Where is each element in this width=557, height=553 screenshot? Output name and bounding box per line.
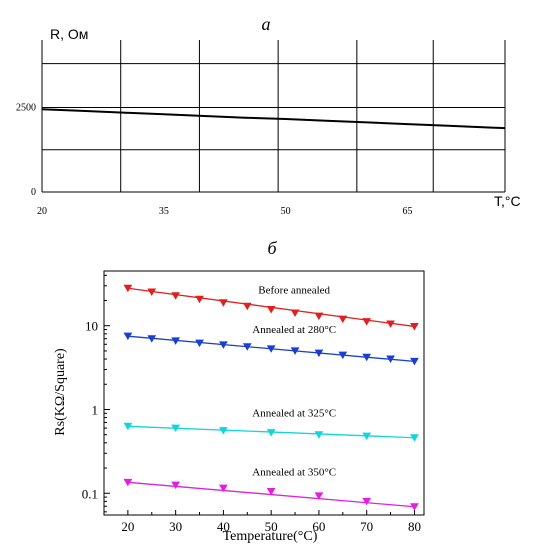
data-point <box>195 339 204 348</box>
data-point <box>219 299 228 307</box>
data-point <box>266 429 276 437</box>
data-point <box>171 424 181 433</box>
y-tick-label-b: 0.1 <box>82 486 98 501</box>
data-point <box>338 315 348 324</box>
data-point <box>410 434 419 442</box>
data-point <box>314 312 324 321</box>
series-line-a <box>41 108 506 130</box>
data-point <box>386 355 395 364</box>
data-point <box>410 357 419 366</box>
data-point <box>386 320 395 328</box>
y-axis-label-a: R, Ом <box>50 26 88 42</box>
y-tick-label-b: 1 <box>92 402 99 417</box>
tick-marks-b: 20 30 40 50 60 70 80 0.1 1 10 <box>82 274 421 534</box>
data-point <box>171 481 181 490</box>
chart-a: а R, Ом T,°C 20 35 50 65 0 2500 <box>16 14 521 217</box>
data-point <box>266 345 276 353</box>
data-point <box>266 487 276 496</box>
grid-a <box>41 40 506 193</box>
x-tick-label-b: 50 <box>265 519 278 534</box>
data-point <box>123 422 133 431</box>
data-point <box>362 432 372 441</box>
x-tick-label-b: 80 <box>408 519 421 534</box>
data-point <box>219 341 228 349</box>
data-point <box>147 335 157 343</box>
data-point <box>410 503 419 511</box>
x-tick-label-b: 30 <box>169 519 182 534</box>
x-tick-label-b: 20 <box>121 519 134 534</box>
data-point <box>314 349 324 358</box>
panel-b-label: б <box>267 238 277 258</box>
x-tick-label-a: 20 <box>37 206 47 217</box>
x-tick-label-b: 70 <box>360 519 373 534</box>
data-point <box>195 295 204 304</box>
data-point <box>123 284 133 293</box>
data-point <box>123 478 133 487</box>
data-point <box>171 337 181 345</box>
series-label: Annealed at 325°C <box>252 408 336 420</box>
x-tick-label-b: 40 <box>217 519 230 534</box>
data-point <box>266 306 276 314</box>
data-point <box>242 343 252 351</box>
data-point <box>219 484 228 493</box>
data-point <box>171 292 181 300</box>
series-labels-b: Before annealed Annealed at 280°C Annealed… <box>252 285 336 479</box>
x-axis-label-b: Temperature(°C) <box>223 529 318 544</box>
series-b <box>123 284 419 511</box>
series-label: Annealed at 280°C <box>252 324 336 336</box>
y-tick-label-b: 10 <box>85 319 98 334</box>
data-point <box>290 347 300 355</box>
y-tick-label-a: 2500 <box>16 103 36 114</box>
data-point <box>362 318 372 326</box>
data-point <box>219 427 228 435</box>
data-point <box>362 497 372 506</box>
data-point <box>314 431 324 439</box>
y-tick-label-a: 0 <box>31 187 36 198</box>
plot-frame-b <box>103 270 425 516</box>
series-label: Before annealed <box>258 285 330 297</box>
data-point <box>410 322 419 331</box>
tick-labels-a: 20 35 50 65 0 2500 <box>16 103 413 217</box>
x-axis-label-a: T,°C <box>494 193 521 209</box>
panel-a-label: а <box>262 14 271 34</box>
data-point <box>123 332 133 341</box>
data-point <box>338 351 348 360</box>
series-a <box>41 108 506 130</box>
x-tick-label-a: 50 <box>281 206 291 217</box>
series-label: Annealed at 350°C <box>252 466 336 478</box>
data-point <box>314 492 324 500</box>
data-point <box>362 353 372 362</box>
x-tick-label-a: 35 <box>159 206 169 217</box>
x-tick-label-b: 60 <box>312 519 325 534</box>
data-point <box>290 309 300 317</box>
x-tick-label-a: 65 <box>403 206 413 217</box>
data-point <box>242 302 252 311</box>
y-axis-label-b: Rs(KΩ/Square) <box>53 348 68 436</box>
data-point <box>147 288 157 296</box>
